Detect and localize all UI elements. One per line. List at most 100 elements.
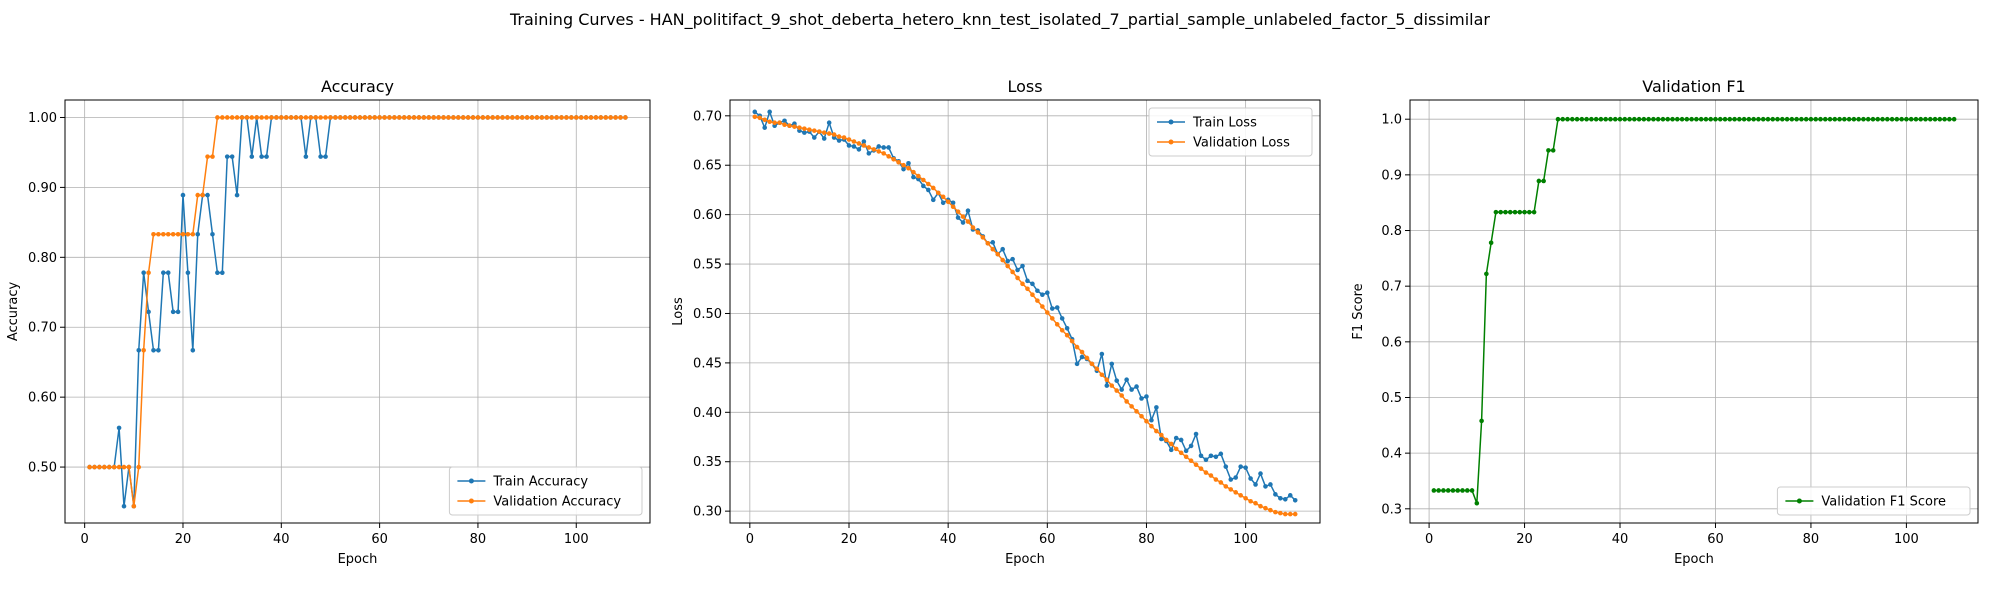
data-point xyxy=(514,115,520,120)
data-point xyxy=(1193,431,1199,437)
data-point xyxy=(1737,116,1742,122)
data-point xyxy=(131,503,137,509)
legend-marker xyxy=(1168,139,1174,145)
chart-title: Loss xyxy=(1007,77,1042,96)
data-point xyxy=(757,115,763,121)
data-point xyxy=(846,137,852,142)
data-point xyxy=(224,154,230,159)
data-point xyxy=(1450,488,1456,493)
data-point xyxy=(1932,116,1938,122)
data-point xyxy=(1565,116,1570,122)
data-point xyxy=(1541,178,1546,184)
data-point xyxy=(156,231,161,237)
data-point xyxy=(1732,116,1737,122)
data-point xyxy=(1144,418,1149,424)
series-line-1 xyxy=(89,116,626,507)
data-point xyxy=(926,181,931,187)
legend-label: Train Loss xyxy=(1192,116,1257,131)
data-point xyxy=(92,464,97,470)
data-point xyxy=(1550,148,1556,153)
data-point xyxy=(1129,404,1134,409)
data-point xyxy=(544,115,550,120)
data-point xyxy=(249,115,255,120)
data-point xyxy=(1213,477,1219,482)
data-point xyxy=(1282,496,1288,502)
data-point xyxy=(1273,509,1278,515)
data-point xyxy=(1248,476,1253,481)
data-point xyxy=(323,115,328,120)
data-point xyxy=(1000,246,1005,252)
x-tick-label: 0 xyxy=(746,532,754,547)
data-point xyxy=(802,126,807,131)
data-point xyxy=(1522,209,1527,215)
series-line-1 xyxy=(1433,118,1955,504)
data-point xyxy=(239,115,245,120)
data-point xyxy=(342,115,348,120)
data-point xyxy=(926,187,931,193)
data-point xyxy=(1527,209,1532,215)
data-point xyxy=(901,162,906,168)
data-point xyxy=(1030,292,1035,297)
data-point xyxy=(876,149,882,154)
legend-box xyxy=(1776,486,1971,516)
x-tick-label: 100 xyxy=(1894,532,1919,547)
y-tick-label: 0.5 xyxy=(1381,391,1402,406)
data-point xyxy=(1665,116,1671,122)
data-point xyxy=(935,190,941,196)
data-point xyxy=(1464,488,1470,493)
data-point xyxy=(436,115,441,120)
data-point xyxy=(1741,116,1747,122)
legend: Validation F1 Score xyxy=(1776,486,1971,516)
data-point xyxy=(1010,269,1015,275)
data-point xyxy=(906,160,911,166)
data-point xyxy=(1842,116,1847,122)
data-point xyxy=(323,154,328,159)
data-point xyxy=(396,115,402,120)
data-point xyxy=(821,130,827,135)
data-point xyxy=(387,115,392,120)
data-point xyxy=(254,115,260,120)
data-point xyxy=(836,138,842,143)
data-point xyxy=(1646,116,1651,122)
data-point xyxy=(549,115,554,120)
data-point xyxy=(185,231,191,237)
data-point xyxy=(950,200,956,206)
data-point xyxy=(318,115,323,120)
x-tick-label: 20 xyxy=(841,532,858,547)
data-point xyxy=(569,115,574,120)
data-point xyxy=(87,464,92,470)
data-point xyxy=(367,115,373,120)
data-point xyxy=(1149,423,1154,429)
chart-title: Validation F1 xyxy=(1642,77,1745,96)
data-point xyxy=(1908,116,1914,122)
data-point xyxy=(1885,116,1890,122)
data-point xyxy=(1918,116,1924,122)
data-point xyxy=(1109,383,1115,388)
data-point xyxy=(1059,327,1065,333)
data-point xyxy=(1208,453,1214,459)
legend-marker xyxy=(1168,119,1174,125)
data-point xyxy=(465,115,471,120)
data-point xyxy=(1149,417,1154,423)
data-point xyxy=(1799,116,1804,122)
data-point xyxy=(441,115,446,120)
data-point xyxy=(851,144,857,149)
data-point xyxy=(1832,116,1838,122)
data-point xyxy=(1431,488,1437,493)
x-tick-label: 100 xyxy=(1233,532,1258,547)
data-point xyxy=(906,165,911,171)
data-point xyxy=(1951,116,1957,122)
data-point xyxy=(1228,477,1234,482)
data-point xyxy=(901,166,906,172)
legend-label: Train Accuracy xyxy=(492,475,588,490)
data-point xyxy=(1460,488,1465,493)
data-point xyxy=(930,197,936,203)
data-point xyxy=(1794,116,1799,122)
data-point xyxy=(1129,387,1134,392)
data-point xyxy=(146,270,151,275)
axes-frame xyxy=(729,99,1321,524)
data-point xyxy=(782,118,787,124)
data-point xyxy=(126,464,132,470)
data-point xyxy=(1104,383,1110,388)
data-point xyxy=(313,115,319,120)
